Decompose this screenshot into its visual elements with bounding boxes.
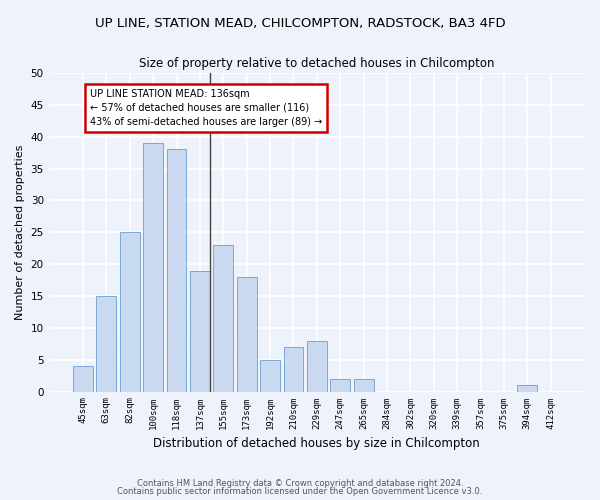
Text: UP LINE STATION MEAD: 136sqm
← 57% of detached houses are smaller (116)
43% of s: UP LINE STATION MEAD: 136sqm ← 57% of de… [90,89,322,127]
Bar [517,385,537,392]
Bar [284,347,304,392]
Text: Contains public sector information licensed under the Open Government Licence v3: Contains public sector information licen… [118,487,482,496]
Bar [260,360,280,392]
Bar [237,277,257,392]
Text: UP LINE, STATION MEAD, CHILCOMPTON, RADSTOCK, BA3 4FD: UP LINE, STATION MEAD, CHILCOMPTON, RADS… [95,18,505,30]
Bar [190,270,210,392]
Bar [97,296,116,392]
Title: Size of property relative to detached houses in Chilcompton: Size of property relative to detached ho… [139,58,494,70]
Bar [307,340,327,392]
Y-axis label: Number of detached properties: Number of detached properties [15,144,25,320]
Bar [143,143,163,392]
Bar [73,366,93,392]
Bar [330,379,350,392]
Bar [353,379,374,392]
Bar [167,150,187,392]
Bar [120,232,140,392]
Text: Contains HM Land Registry data © Crown copyright and database right 2024.: Contains HM Land Registry data © Crown c… [137,478,463,488]
X-axis label: Distribution of detached houses by size in Chilcompton: Distribution of detached houses by size … [154,437,480,450]
Bar [214,245,233,392]
